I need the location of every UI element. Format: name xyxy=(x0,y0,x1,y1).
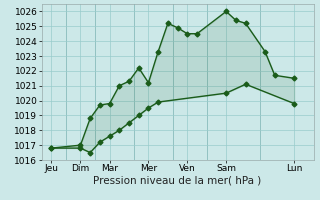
X-axis label: Pression niveau de la mer( hPa ): Pression niveau de la mer( hPa ) xyxy=(93,176,262,186)
